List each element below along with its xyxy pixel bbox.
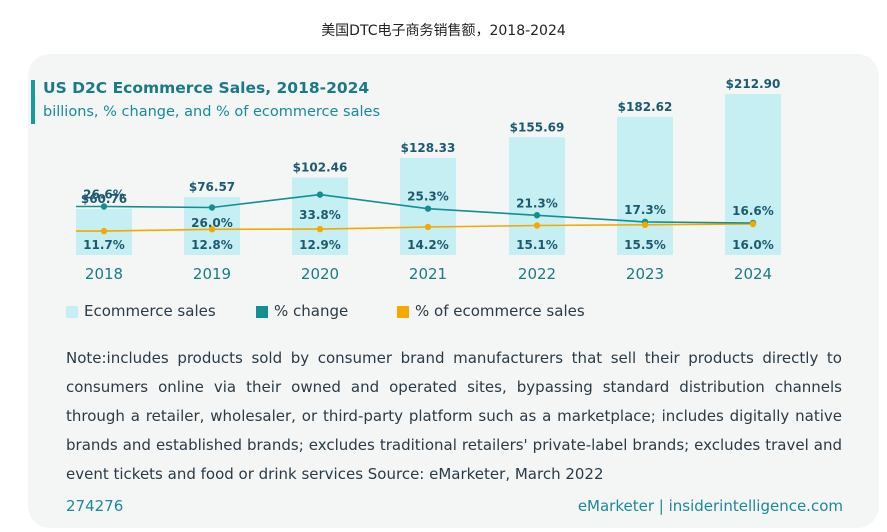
- point-percent-of-ecommerce: [424, 223, 432, 231]
- x-tick-label: 2019: [193, 265, 231, 283]
- page-title: 美国DTC电子商务销售额，2018-2024: [321, 23, 566, 39]
- data-label-ecommerce-sales: $155.69: [510, 120, 565, 134]
- data-label-percent-of-ecommerce: 11.7%: [83, 238, 125, 252]
- bar-ecommerce-sales: [617, 116, 673, 255]
- data-label-percent-change: 26.6%: [83, 188, 125, 202]
- data-label-percent-change: 26.0%: [191, 216, 233, 230]
- data-label-percent-of-ecommerce: 14.2%: [407, 238, 449, 252]
- data-label-percent-of-ecommerce: 16.0%: [732, 238, 774, 252]
- data-label-ecommerce-sales: $102.46: [293, 161, 348, 175]
- chart-note: Note:includes products sold by consumer …: [66, 349, 842, 483]
- point-percent-change: [316, 191, 324, 198]
- data-label-percent-of-ecommerce: 15.1%: [516, 238, 558, 252]
- x-tick-label: 2023: [626, 265, 664, 283]
- legend-swatch-percent-change: [256, 306, 268, 318]
- data-label-percent-of-ecommerce: 12.9%: [299, 238, 341, 252]
- bar-ecommerce-sales: [509, 137, 565, 255]
- x-tick-label: 2020: [301, 265, 339, 283]
- legend-label-percent-of-ecommerce: % of ecommerce sales: [415, 302, 585, 320]
- chart-plot: $60.76 $76.57 $102.46 $128.33 $155.69 $182.62…: [76, 77, 781, 283]
- x-tick-label: 2018: [85, 265, 123, 283]
- data-label-percent-of-ecommerce: 12.8%: [191, 238, 233, 252]
- legend-swatch-percent-of-ecommerce: [397, 306, 409, 318]
- legend-label-ecommerce-sales: Ecommerce sales: [84, 302, 216, 320]
- data-label-ecommerce-sales: $182.62: [618, 100, 673, 114]
- point-percent-change: [533, 212, 541, 219]
- data-label-ecommerce-sales: $60.76: [81, 192, 127, 206]
- data-label-ecommerce-sales: $212.90: [726, 77, 781, 91]
- chart-id: 274276: [66, 497, 124, 515]
- chart-subtitle: billions, % change, and % of ecommerce s…: [43, 104, 381, 120]
- legend-label-percent-change: % change: [274, 302, 349, 320]
- bar-ecommerce-sales: [292, 177, 348, 255]
- point-percent-of-ecommerce: [316, 225, 324, 233]
- point-percent-change: [208, 204, 216, 211]
- data-label-percent-change: 16.6%: [732, 204, 774, 218]
- point-percent-of-ecommerce: [100, 227, 108, 235]
- legend-swatch-ecommerce-sales: [66, 306, 78, 318]
- x-tick-label: 2021: [409, 265, 447, 283]
- chart-title: US D2C Ecommerce Sales, 2018-2024: [43, 79, 370, 97]
- x-tick-label: 2022: [518, 265, 556, 283]
- source-link[interactable]: eMarketer | insiderintelligence.com: [577, 497, 843, 515]
- data-label-percent-change: 21.3%: [516, 196, 558, 210]
- data-label-ecommerce-sales: $128.33: [401, 141, 456, 155]
- title-accent-bar: [31, 80, 35, 124]
- bar-ecommerce-sales: [725, 94, 781, 255]
- data-label-percent-change: 25.3%: [407, 190, 449, 204]
- point-percent-change: [424, 205, 432, 212]
- data-label-ecommerce-sales: $76.57: [189, 180, 235, 194]
- x-tick-label: 2024: [734, 265, 772, 283]
- point-percent-of-ecommerce: [533, 222, 541, 229]
- data-label-percent-change: 33.8%: [299, 208, 341, 222]
- point-percent-of-ecommerce: [749, 220, 757, 228]
- point-percent-change: [100, 203, 108, 210]
- data-label-percent-of-ecommerce: 15.5%: [624, 238, 666, 252]
- data-label-percent-change: 17.3%: [624, 203, 666, 217]
- point-percent-of-ecommerce: [641, 221, 649, 229]
- point-percent-of-ecommerce: [208, 226, 216, 233]
